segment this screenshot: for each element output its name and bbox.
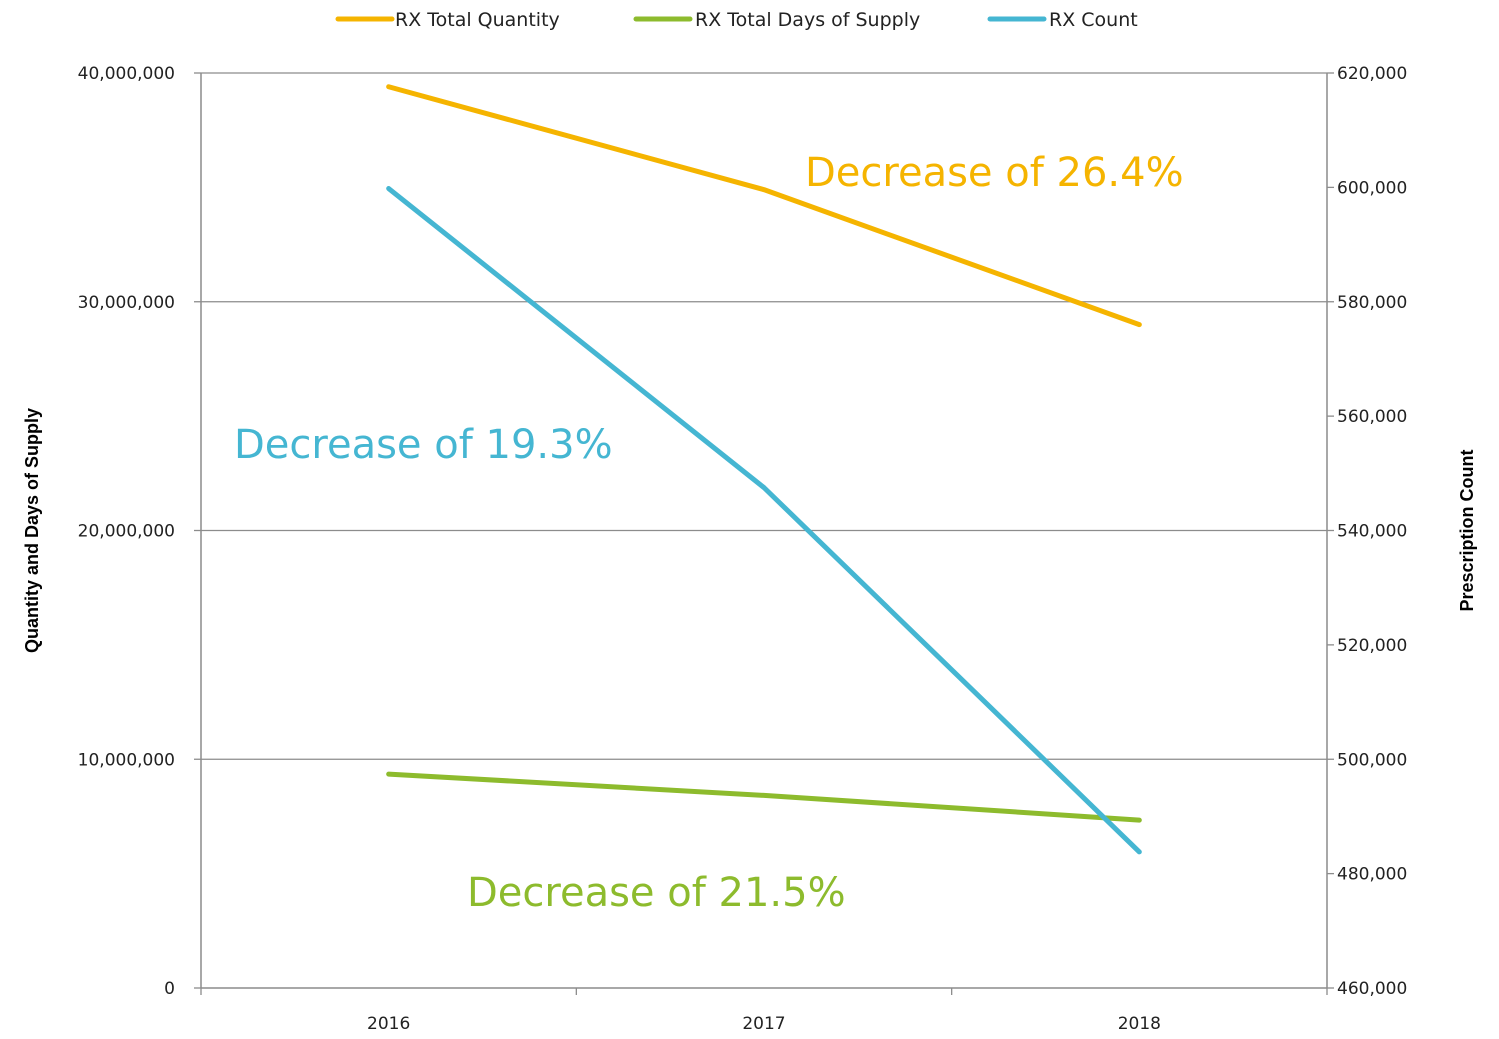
legend-label: RX Count bbox=[1049, 9, 1138, 31]
x-tick-label: 2016 bbox=[367, 1014, 410, 1034]
annotation-label: Decrease of 21.5% bbox=[467, 870, 846, 916]
annotation-label: Decrease of 19.3% bbox=[234, 422, 613, 468]
y-right-tick-label: 600,000 bbox=[1337, 178, 1407, 198]
y-right-axis-title: Prescription Count bbox=[1457, 449, 1477, 611]
series-line-rx-total-days-of-supply bbox=[386, 771, 1142, 823]
y-left-axis-title: Quantity and Days of Supply bbox=[22, 408, 42, 653]
y-right-tick-label: 540,000 bbox=[1337, 522, 1407, 542]
y-right-tick-label: 560,000 bbox=[1337, 407, 1407, 427]
y-left-tick-label: 30,000,000 bbox=[78, 293, 175, 313]
annotation-label: Decrease of 26.4% bbox=[805, 150, 1184, 196]
y-right-tick-label: 480,000 bbox=[1337, 865, 1407, 885]
y-left-tick-label: 10,000,000 bbox=[78, 750, 175, 770]
y-right-tick-label: 500,000 bbox=[1337, 750, 1407, 770]
y-left-tick-label: 20,000,000 bbox=[78, 522, 175, 542]
series-line-rx-count bbox=[386, 186, 1142, 855]
y-left-tick-label: 40,000,000 bbox=[78, 64, 175, 84]
y-right-tick-label: 520,000 bbox=[1337, 636, 1407, 656]
y-left-tick-label: 0 bbox=[164, 979, 175, 999]
x-tick-label: 2018 bbox=[1118, 1014, 1161, 1034]
x-tick-label: 2017 bbox=[742, 1014, 785, 1034]
y-right-tick-label: 620,000 bbox=[1337, 64, 1407, 84]
series-line-rx-total-quantity bbox=[386, 84, 1142, 328]
legend-label: RX Total Quantity bbox=[395, 9, 560, 31]
y-right-tick-label: 580,000 bbox=[1337, 293, 1407, 313]
y-right-tick-label: 460,000 bbox=[1337, 979, 1407, 999]
legend-label: RX Total Days of Supply bbox=[695, 9, 920, 31]
